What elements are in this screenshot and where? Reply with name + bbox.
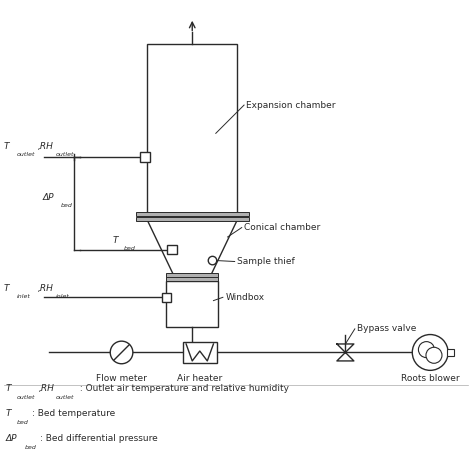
Bar bbox=[162, 292, 171, 302]
Circle shape bbox=[412, 335, 448, 370]
Polygon shape bbox=[147, 220, 237, 275]
Bar bbox=[147, 44, 237, 213]
Text: ΔP: ΔP bbox=[5, 434, 17, 443]
Text: Windbox: Windbox bbox=[225, 293, 264, 302]
Circle shape bbox=[426, 347, 442, 363]
Bar bbox=[447, 349, 454, 356]
Text: : Bed temperature: : Bed temperature bbox=[32, 410, 115, 419]
Text: inlet: inlet bbox=[17, 294, 30, 299]
Bar bbox=[167, 245, 177, 255]
Text: T: T bbox=[4, 142, 9, 151]
Text: bed: bed bbox=[124, 246, 136, 251]
Text: outlet: outlet bbox=[56, 394, 74, 400]
Text: Flow meter: Flow meter bbox=[96, 374, 147, 383]
Text: T: T bbox=[5, 384, 10, 393]
Text: outlet: outlet bbox=[17, 152, 35, 157]
Text: T: T bbox=[112, 236, 118, 245]
Text: T: T bbox=[5, 410, 10, 419]
Text: Sample thief: Sample thief bbox=[237, 257, 295, 266]
Text: ,RH: ,RH bbox=[37, 142, 54, 151]
Text: Expansion chamber: Expansion chamber bbox=[246, 100, 336, 109]
Bar bbox=[166, 281, 218, 327]
Text: ,RH: ,RH bbox=[39, 384, 55, 393]
Bar bbox=[166, 273, 218, 277]
Circle shape bbox=[419, 342, 435, 357]
Text: : Outlet air temperature and relative humidity: : Outlet air temperature and relative hu… bbox=[77, 384, 289, 393]
Text: bed: bed bbox=[17, 419, 29, 425]
Text: Roots blower: Roots blower bbox=[401, 374, 459, 383]
Bar bbox=[166, 277, 218, 281]
Bar bbox=[136, 212, 249, 216]
Bar bbox=[183, 342, 217, 363]
Text: inlet: inlet bbox=[55, 294, 70, 299]
Circle shape bbox=[110, 341, 133, 364]
Text: Air heater: Air heater bbox=[177, 374, 222, 383]
Circle shape bbox=[208, 256, 217, 265]
Text: T: T bbox=[4, 283, 9, 292]
Text: ,RH: ,RH bbox=[37, 283, 54, 292]
Text: Bypass valve: Bypass valve bbox=[357, 324, 417, 333]
Bar bbox=[136, 217, 249, 220]
Text: outlet: outlet bbox=[17, 394, 36, 400]
Text: bed: bed bbox=[25, 445, 37, 449]
Text: Conical chamber: Conical chamber bbox=[244, 223, 320, 232]
Text: ΔP: ΔP bbox=[43, 192, 55, 201]
Text: outlet: outlet bbox=[55, 152, 74, 157]
Bar bbox=[140, 152, 150, 162]
Text: : Bed differential pressure: : Bed differential pressure bbox=[40, 434, 158, 443]
Text: bed: bed bbox=[61, 203, 73, 208]
